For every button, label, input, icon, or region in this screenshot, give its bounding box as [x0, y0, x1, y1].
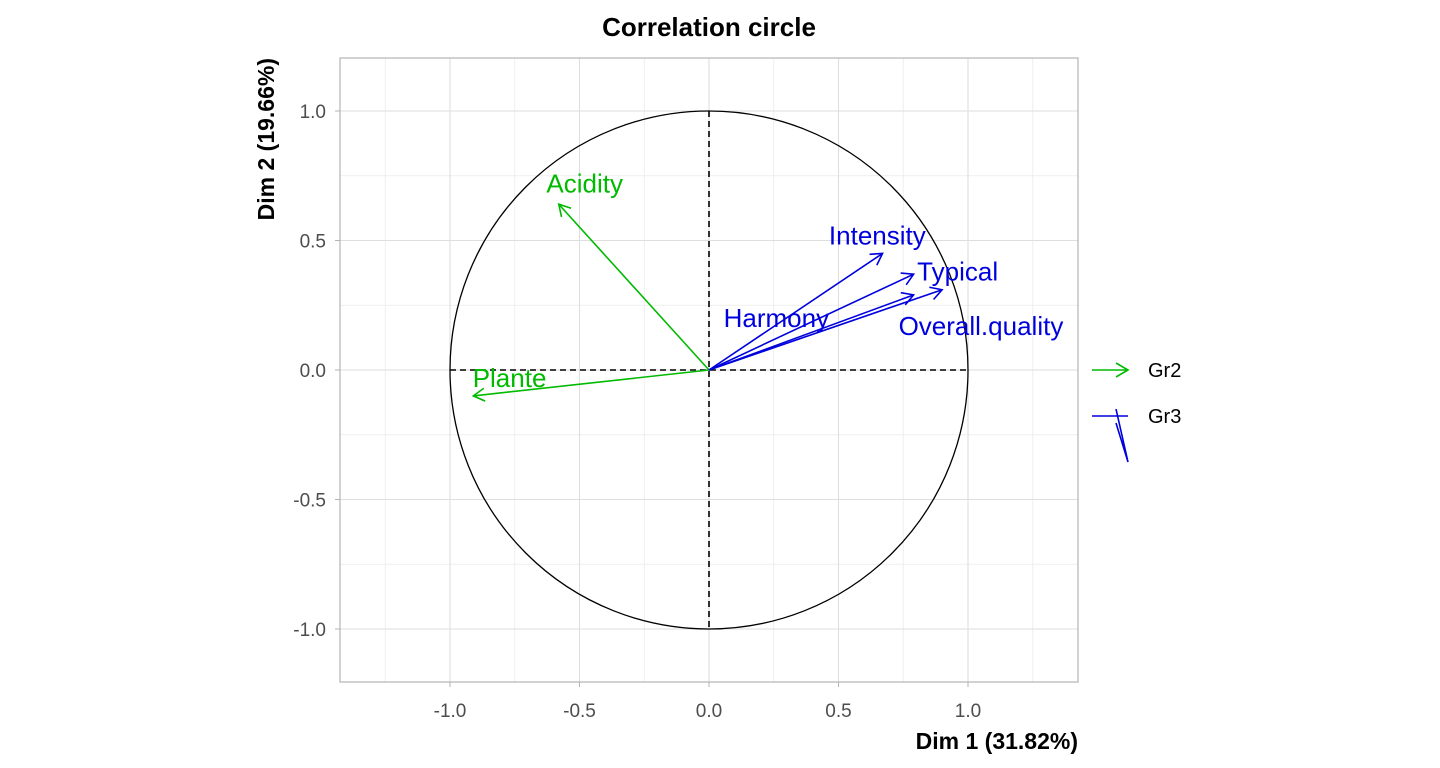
legend-label: Gr2	[1148, 360, 1181, 382]
legend: Gr2 Gr3	[1092, 360, 1181, 463]
variable-label: Typical	[917, 257, 998, 287]
y-tick-label: 0.0	[300, 361, 326, 382]
arrow-shaft	[708, 252, 883, 371]
y-tick-label: -0.5	[293, 491, 326, 512]
arrow-shaft	[558, 203, 710, 371]
y-axis-ticks: -1.0 -0.5 0.0 0.5 1.0	[293, 102, 340, 641]
variable-label: Intensity	[829, 220, 926, 250]
legend-arrow-head	[1115, 362, 1130, 378]
variable-arrows	[471, 203, 944, 402]
x-tick-label: 1.0	[955, 701, 981, 722]
legend-label: Gr3	[1148, 406, 1181, 428]
x-tick-label: -1.0	[434, 701, 467, 722]
arrow-head	[900, 272, 916, 286]
arrow-acidity	[557, 203, 710, 371]
arrow-intensity	[708, 252, 884, 371]
legend-item-gr3: Gr3	[1092, 406, 1181, 463]
variable-label: Overall.quality	[899, 311, 1064, 341]
arrow-shaft	[708, 273, 914, 371]
arrow-shaft	[708, 288, 943, 371]
arrow-plante	[471, 369, 710, 402]
arrow-shaft	[473, 369, 710, 397]
x-tick-label: 0.0	[696, 701, 722, 722]
arrow-head	[557, 203, 572, 218]
arrow-typical	[708, 272, 916, 371]
arrow-head	[929, 286, 944, 301]
x-axis-ticks: -1.0 -0.5 0.0 0.5 1.0	[434, 682, 981, 722]
y-axis-title: Dim 2 (19.66%)	[253, 58, 279, 220]
arrow-head	[869, 252, 884, 266]
legend-item-gr2: Gr2	[1092, 360, 1181, 382]
chart-title: Correlation circle	[602, 12, 816, 42]
variable-label: Acidity	[546, 169, 623, 199]
y-tick-label: 0.5	[300, 232, 326, 253]
y-tick-label: -1.0	[293, 620, 326, 641]
variable-labels: Acidity Plante Intensity Typical Harmony Over…	[473, 169, 1064, 393]
y-tick-label: 1.0	[300, 102, 326, 123]
x-tick-label: 0.5	[825, 701, 851, 722]
arrow-head	[471, 387, 486, 402]
variable-label: Harmony	[724, 303, 829, 333]
reference-lines	[450, 111, 968, 629]
x-axis-title: Dim 1 (31.82%)	[916, 728, 1078, 754]
variable-label: Plante	[473, 363, 547, 393]
x-tick-label: -0.5	[563, 701, 596, 722]
legend-arrow-head	[1115, 408, 1129, 463]
arrow-overall-quality	[708, 286, 944, 371]
